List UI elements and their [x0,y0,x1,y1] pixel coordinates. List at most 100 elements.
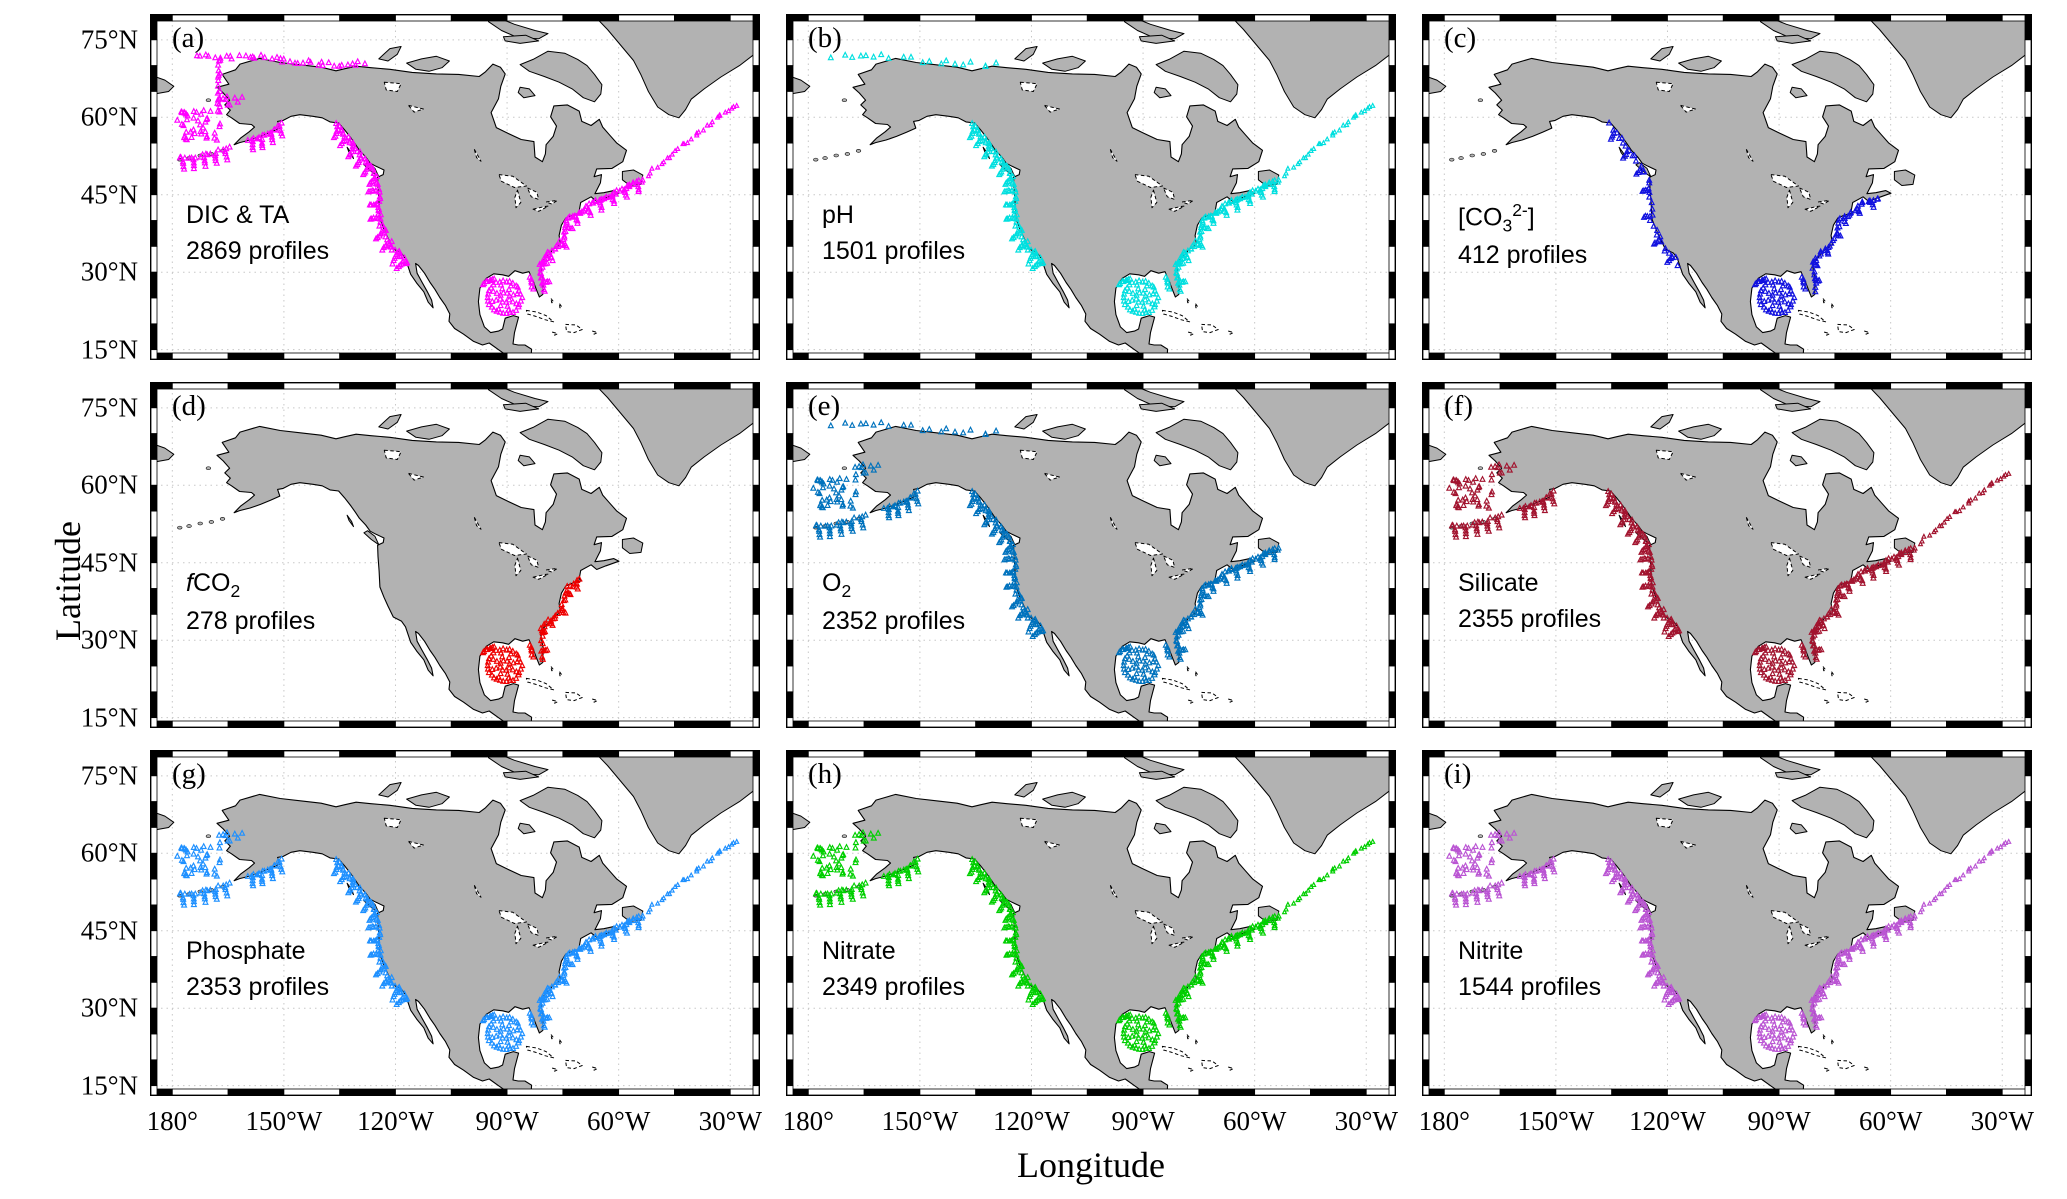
profile-markers-eastcoast_mid [1809,194,1882,295]
y-tick: 75°N [80,760,138,791]
y-tick: 60°N [80,101,138,132]
profile-markers-westcoast [1602,487,1683,639]
panel-profile-count: 2349 profiles [822,972,966,1001]
panel-letter: (f) [1444,390,1473,422]
x-tick: 60°W [1859,1106,1923,1136]
y-tick: 75°N [80,392,138,423]
x-tick: 60°W [1223,1106,1287,1136]
panel-letter: (i) [1444,758,1472,790]
profile-markers-bering [809,828,922,908]
profile-markers-gulf [1751,641,1809,684]
profile-markers-westcoast [966,487,1047,639]
profile-markers-westcoast [1602,855,1683,1007]
x-tick: 30°W [698,1106,762,1136]
x-tick: 150°W [245,1106,323,1136]
profile-markers-eastcoast [1808,912,1918,1030]
x-tick: 120°W [993,1106,1070,1136]
profile-markers-atlantic [645,838,740,915]
y-tick: 45°N [80,915,138,946]
profile-markers-bering [809,460,922,540]
panel-letter: (e) [808,390,841,422]
y-tick: 60°N [80,837,138,868]
profile-markers-eastcoast [1808,544,1918,662]
y-tick: 30°N [80,992,138,1023]
profile-markers-arctic_sparse [827,418,1000,437]
panel-profile-count: 412 profiles [1458,241,1588,270]
panel-annotation: Silicate 2355 profiles [1458,566,1601,637]
y-tick: 45°N [80,179,138,210]
x-tick: 180° [1418,1106,1470,1136]
panel-f: (f) Silicate 2355 profiles [1422,382,2032,728]
profile-markers-eastcoast_short [537,575,583,662]
panel-profile-count: 2355 profiles [1458,604,1602,633]
profile-markers-atlantic [1917,838,2012,915]
profile-markers-eastcoast [1172,176,1282,294]
y-tick: 75°N [80,24,138,55]
profile-markers-gulf [1115,273,1173,316]
profile-markers-atlantic [1917,470,2012,547]
panel-profile-count: 2869 profiles [186,236,330,265]
profile-markers-eastcoast [1172,544,1282,662]
panel-annotation: DIC & TA 2869 profiles [186,198,329,269]
panel-parameter: [CO32-] [1458,200,1535,236]
panel-letter: (g) [172,758,206,790]
profile-markers-gulf [1115,1009,1173,1052]
x-tick: 90°W [1747,1106,1811,1136]
x-tick: 150°W [1517,1106,1595,1136]
panel-letter: (b) [808,22,842,54]
profile-markers-bering [1445,460,1558,540]
panel-annotation: Nitrite 1544 profiles [1458,934,1601,1005]
y-tick: 15°N [80,1070,138,1101]
panel-parameter: pH [822,201,854,229]
panel-annotation: fCO2 278 profiles [186,566,315,639]
profile-markers-eastcoast [1172,912,1282,1030]
x-tick: 30°W [1334,1106,1398,1136]
profile-markers-eastcoast [536,912,646,1030]
map-canvas-h [786,750,1396,1096]
panel-letter: (c) [1444,22,1477,54]
panel-grid: (a) DIC & TA 2869 profiles 75°N 60°N 45°… [81,0,2067,1136]
profile-markers-arctic_sparse [827,50,1000,69]
x-tick: 90°W [1111,1106,1175,1136]
panel-profile-count: 1544 profiles [1458,972,1602,1001]
panel-letter: (a) [172,22,205,54]
y-tick: 15°N [80,334,138,365]
y-axis-title: Latitude [47,521,88,641]
x-axis-title: Longitude [1017,1145,1165,1185]
profile-markers-atlantic [645,102,740,179]
profile-markers-eastcoast [536,176,646,294]
profile-markers-westcoast [330,855,411,1007]
panel-annotation: [CO32-] 412 profiles [1458,198,1587,274]
profile-markers-gulf [1751,273,1809,316]
profile-markers-gulf [479,1009,537,1052]
y-tick: 30°N [80,624,138,655]
x-tick: 120°W [1629,1106,1706,1136]
panel-parameter: DIC & TA [186,201,290,229]
profile-markers-arctic_full [193,50,369,114]
profile-markers-gulf [1115,641,1173,684]
y-tick: 45°N [80,547,138,578]
panel-parameter: fCO2 [186,569,241,601]
map-canvas-d [150,382,760,728]
profile-markers-gulf [1751,1009,1809,1052]
panel-a: (a) DIC & TA 2869 profiles 75°N 60°N 45°… [81,14,760,364]
panel-profile-count: 2352 profiles [822,606,966,635]
profile-markers-bering [173,92,286,172]
panel-e: (e) O2 2352 profiles [786,382,1396,728]
panel-parameter: Silicate [1458,569,1539,597]
x-tick: 90°W [475,1106,539,1136]
panel-g: (g) Phosphate 2353 profiles 75°N 60°N 45… [81,750,762,1136]
panel-annotation: Nitrate 2349 profiles [822,934,965,1005]
panel-letter: (d) [172,390,206,422]
profile-markers-westcoast [330,119,411,271]
x-tick: 150°W [881,1106,959,1136]
panel-letter: (h) [808,758,842,790]
panel-parameter: O2 [822,569,852,601]
panel-parameter: Nitrite [1458,937,1524,965]
map-canvas-e [786,382,1396,728]
x-tick: 180° [146,1106,198,1136]
map-canvas-a [150,14,760,360]
panel-profile-count: 2353 profiles [186,972,330,1001]
map-canvas-f [1422,382,2032,728]
